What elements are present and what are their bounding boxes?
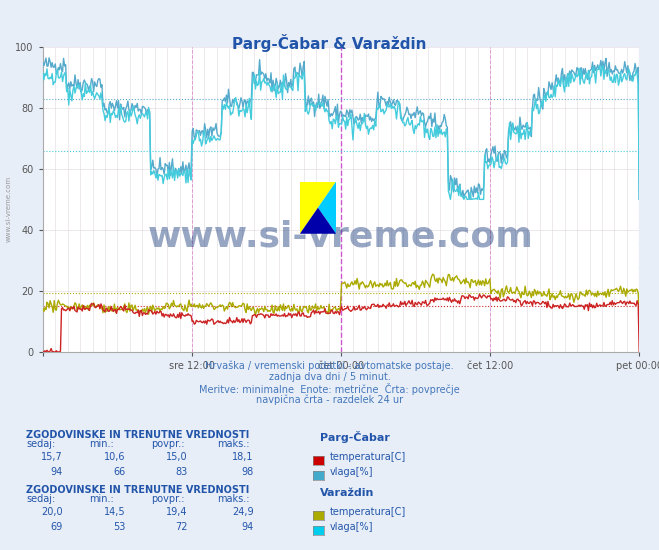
Text: ZGODOVINSKE IN TRENUTNE VREDNOSTI: ZGODOVINSKE IN TRENUTNE VREDNOSTI (26, 430, 250, 440)
Text: Parg-Čabar & Varaždin: Parg-Čabar & Varaždin (232, 34, 427, 52)
Text: maks.:: maks.: (217, 493, 250, 504)
Text: 19,4: 19,4 (166, 507, 188, 518)
Text: 94: 94 (50, 467, 63, 477)
Text: povpr.:: povpr.: (152, 493, 185, 504)
Text: temperatura[C]: temperatura[C] (330, 452, 406, 463)
Text: www.si-vreme.com: www.si-vreme.com (148, 219, 534, 253)
Text: 20,0: 20,0 (41, 507, 63, 518)
Text: Meritve: minimalne  Enote: metrične  Črta: povprečje: Meritve: minimalne Enote: metrične Črta:… (199, 383, 460, 395)
Text: 83: 83 (175, 467, 188, 477)
Text: 15,7: 15,7 (41, 452, 63, 463)
Text: 69: 69 (50, 522, 63, 532)
Polygon shape (300, 182, 336, 234)
Text: min.:: min.: (89, 493, 114, 504)
Text: min.:: min.: (89, 438, 114, 449)
Text: sedaj:: sedaj: (26, 493, 55, 504)
Text: 24,9: 24,9 (232, 507, 254, 518)
Polygon shape (300, 207, 336, 234)
Text: 72: 72 (175, 522, 188, 532)
Text: 53: 53 (113, 522, 125, 532)
Text: navpična črta - razdelek 24 ur: navpična črta - razdelek 24 ur (256, 395, 403, 405)
Text: www.si-vreme.com: www.si-vreme.com (5, 176, 12, 242)
Text: vlaga[%]: vlaga[%] (330, 467, 373, 477)
Text: maks.:: maks.: (217, 438, 250, 449)
Text: 18,1: 18,1 (232, 452, 254, 463)
Text: Hrvaška / vremenski podatki - avtomatske postaje.: Hrvaška / vremenski podatki - avtomatske… (205, 360, 454, 371)
Text: 66: 66 (113, 467, 125, 477)
Text: ZGODOVINSKE IN TRENUTNE VREDNOSTI: ZGODOVINSKE IN TRENUTNE VREDNOSTI (26, 485, 250, 495)
Text: 94: 94 (241, 522, 254, 532)
Text: 15,0: 15,0 (166, 452, 188, 463)
Text: 98: 98 (241, 467, 254, 477)
Text: temperatura[C]: temperatura[C] (330, 507, 406, 518)
Text: povpr.:: povpr.: (152, 438, 185, 449)
Text: Parg-Čabar: Parg-Čabar (320, 431, 389, 443)
Text: sedaj:: sedaj: (26, 438, 55, 449)
Polygon shape (318, 182, 336, 234)
Text: 10,6: 10,6 (103, 452, 125, 463)
Text: Varaždin: Varaždin (320, 488, 374, 498)
Text: vlaga[%]: vlaga[%] (330, 522, 373, 532)
Text: 14,5: 14,5 (103, 507, 125, 518)
Text: zadnja dva dni / 5 minut.: zadnja dva dni / 5 minut. (269, 372, 390, 382)
